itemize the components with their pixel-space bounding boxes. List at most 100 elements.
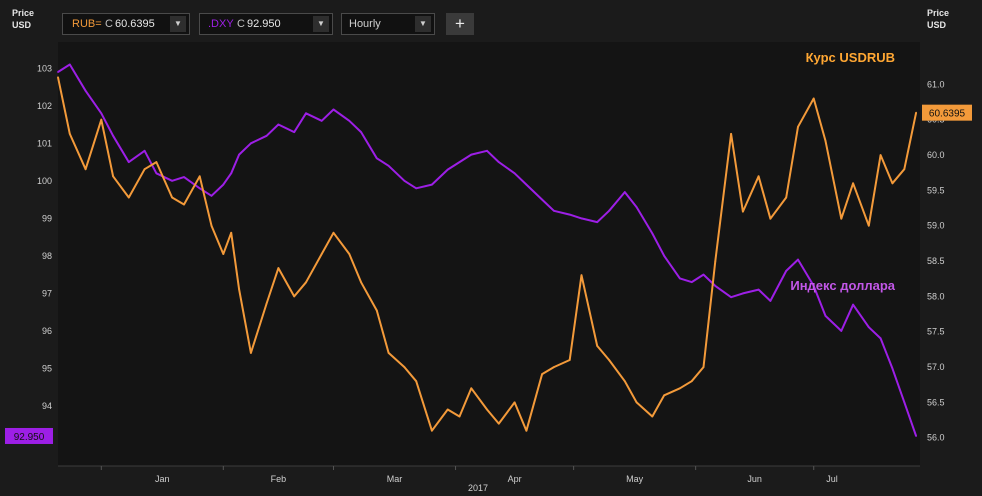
dxy-point (57, 71, 59, 73)
rub-close-value: 60.6395 (115, 18, 155, 30)
rub-point (663, 394, 666, 397)
rub-point (812, 97, 815, 100)
dxy-point (513, 172, 516, 175)
rub-point (183, 203, 185, 206)
rub-annotation: Курс USDRUB (806, 50, 895, 65)
dxy-point (635, 206, 638, 209)
rub-point (903, 168, 906, 171)
dxy-point (757, 288, 760, 291)
dxy-point (171, 179, 174, 182)
rub-point (730, 133, 732, 135)
rub-point (230, 231, 233, 234)
rub-point (824, 140, 827, 142)
rub-point (541, 373, 543, 375)
dxy-point (458, 161, 461, 164)
right-tick-label: 57.0 (927, 362, 945, 372)
rub-point (112, 175, 114, 178)
rub-point (769, 217, 772, 220)
left-axis-title-line1: Price (12, 8, 35, 18)
rub-point (431, 429, 433, 432)
interval-selector[interactable]: Hourly ▼ (341, 13, 435, 35)
rub-dropdown-icon[interactable]: ▼ (170, 16, 186, 32)
rub-point (525, 429, 528, 432)
dxy-point (812, 285, 815, 287)
dxy-point (415, 187, 418, 190)
dxy-point (112, 134, 114, 137)
rub-symbol: RUB= (72, 18, 102, 30)
rub-point (568, 359, 571, 361)
dxy-last-value: 92.950 (14, 432, 45, 443)
dxy-point (332, 108, 335, 111)
rub-point (679, 387, 681, 390)
dxy-point (265, 134, 268, 137)
rub-point (446, 408, 449, 411)
dxy-point (387, 164, 390, 167)
dxy-point (222, 183, 225, 186)
rub-point (458, 415, 461, 418)
rub-point (238, 288, 241, 291)
dxy-point (840, 330, 843, 332)
rub-series-selector[interactable]: RUB= C 60.6395 ▼ (62, 13, 190, 35)
interval-dropdown-icon[interactable]: ▼ (415, 16, 431, 32)
dxy-point (293, 131, 296, 134)
right-tick-label: 58.5 (927, 256, 945, 266)
rub-point (486, 408, 488, 411)
rub-point (305, 281, 307, 284)
dxy-point (824, 315, 827, 317)
dxy-point (852, 303, 854, 306)
interval-label: Hourly (349, 18, 381, 30)
dxy-point (679, 277, 681, 280)
dxy-point (431, 183, 433, 186)
dxy-point (608, 209, 610, 212)
dxy-point (127, 161, 130, 164)
add-series-button[interactable]: + (446, 13, 474, 35)
dxy-point (470, 153, 473, 156)
dxy-point (891, 367, 894, 370)
dxy-point (250, 142, 252, 145)
dxy-point (277, 123, 280, 126)
dxy-series-selector[interactable]: .DXY C 92.950 ▼ (199, 13, 333, 35)
plot-area (58, 42, 920, 466)
right-tick-label: 56.5 (927, 397, 945, 407)
dxy-point (238, 153, 241, 156)
rub-point (68, 133, 71, 135)
rub-close-prefix: C (105, 18, 113, 30)
left-axis-title: Price USD (12, 7, 34, 31)
dxy-point (497, 161, 500, 164)
rub-point (623, 380, 626, 383)
rub-point (415, 380, 418, 383)
dxy-dropdown-icon[interactable]: ▼ (313, 16, 329, 32)
dxy-point (446, 168, 449, 171)
x-tick-label: Apr (508, 474, 522, 484)
dxy-point (348, 119, 351, 122)
left-tick-label: 95 (42, 363, 52, 373)
left-tick-label: 99 (42, 213, 52, 223)
rub-point (360, 281, 362, 284)
dxy-last-badge (5, 427, 53, 444)
dxy-point (915, 435, 917, 437)
rub-point (797, 125, 799, 128)
dxy-point (305, 112, 307, 115)
rub-point (84, 168, 87, 171)
dxy-close-value: 92.950 (247, 18, 281, 30)
rub-point (210, 224, 213, 227)
dxy-point (769, 300, 772, 302)
x-tick-label: Jun (747, 474, 762, 484)
rub-point (840, 217, 843, 220)
rub-point (915, 111, 917, 114)
dxy-point (68, 63, 71, 66)
x-tick-label: Jul (826, 474, 838, 484)
left-tick-label: 100 (37, 176, 52, 186)
right-tick-label: 61.0 (927, 79, 945, 89)
rub-point (403, 366, 406, 368)
dxy-point (651, 232, 654, 235)
right-tick-label: 60.0 (927, 150, 945, 160)
right-axis-title-line2: USD (927, 20, 947, 30)
left-tick-label: 103 (37, 63, 52, 73)
rub-point (596, 345, 599, 347)
dxy-point (623, 191, 626, 194)
right-tick-label: 56.0 (927, 433, 945, 443)
rub-point (891, 182, 894, 185)
dxy-point (797, 258, 799, 261)
x-tick-label: Mar (387, 474, 403, 484)
